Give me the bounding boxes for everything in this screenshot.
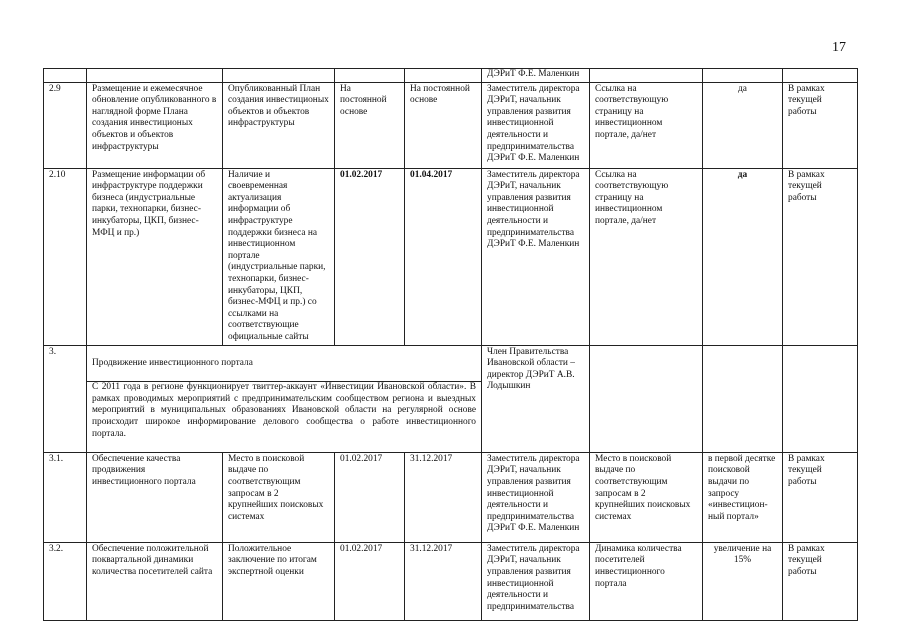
start-date-cell: 01.02.2017: [334, 451, 405, 543]
responsible-cell: ДЭРиТ Ф.Е. Маленкин: [481, 68, 590, 83]
table-row: 2.9 Размещение и ежемесячное обновление …: [43, 81, 858, 169]
result-cell: Наличие и своевременная актуализация инф…: [222, 167, 335, 346]
section-title: Продвижение инвестиционного портала: [92, 358, 253, 369]
page-number: 17: [832, 40, 846, 55]
row-number: 2.10: [43, 167, 87, 346]
section-description: С 2011 года в регионе функционирует твит…: [87, 381, 481, 440]
indicator-cell: Ссылка на соответствующую страницу на ин…: [589, 167, 703, 346]
row-number: 3.2.: [43, 541, 87, 621]
result-cell: Положительное заключение по итогам экспе…: [222, 541, 335, 621]
end-date-cell: 01.04.2017: [404, 167, 482, 346]
funding-cell: В рамках текущей работы: [782, 167, 858, 346]
indicator-cell: Ссылка на соответствующую страницу на ин…: [589, 81, 703, 169]
result-cell: Опубликованный План создания инвестицион…: [222, 81, 335, 169]
activity-cell: Обеспечение положительной поквартальной …: [86, 541, 223, 621]
target-cell: да: [702, 167, 783, 346]
target-cell: да: [702, 81, 783, 169]
indicator-cell: Место в поисковой выдаче по соответствую…: [589, 451, 703, 543]
table-row: ДЭРиТ Ф.Е. Маленкин: [43, 68, 858, 83]
target-cell: увеличение на 15%: [702, 541, 783, 621]
activity-cell: Размещение и ежемесячное обновление опуб…: [86, 81, 223, 169]
start-date-cell: 01.02.2017: [334, 167, 405, 346]
end-date-cell: На постоянной основе: [404, 81, 482, 169]
end-date-cell: 31.12.2017: [404, 541, 482, 621]
start-date-cell: На постоянной основе: [334, 81, 405, 169]
table-row: 2.10 Размещение информации об инфраструк…: [43, 167, 858, 346]
result-cell: Место в поисковой выдаче по соответствую…: [222, 451, 335, 543]
funding-cell: В рамках текущей работы: [782, 81, 858, 169]
responsible-cell: Член Правительства Ивановской области – …: [481, 344, 590, 453]
funding-cell: В рамках текущей работы: [782, 451, 858, 543]
funding-cell: В рамках текущей работы: [782, 541, 858, 621]
table-row: 3.2. Обеспечение положительной поквартал…: [43, 541, 858, 621]
row-number: 3.1.: [43, 451, 87, 543]
responsible-cell: Заместитель директора ДЭРиТ, начальник у…: [481, 81, 590, 169]
plan-table: ДЭРиТ Ф.Е. Маленкин 2.9 Размещение и еже…: [43, 68, 858, 621]
table-row: 3.1. Обеспечение качества продвижения ин…: [43, 451, 858, 543]
section-row: 3. Продвижение инвестиционного портала С…: [43, 344, 858, 453]
end-date-cell: 31.12.2017: [404, 451, 482, 543]
responsible-cell: Заместитель директора ДЭРиТ, начальник у…: [481, 451, 590, 543]
target-cell: в первой десятке поисковой выдачи по зап…: [702, 451, 783, 543]
indicator-cell: Динамика количества посетителей инвестиц…: [589, 541, 703, 621]
activity-cell: Обеспечение качества продвижения инвести…: [86, 451, 223, 543]
row-number: 2.9: [43, 81, 87, 169]
activity-cell: Размещение информации об инфраструктуре …: [86, 167, 223, 346]
row-number: 3.: [43, 344, 87, 453]
responsible-cell: Заместитель директора ДЭРиТ, начальник у…: [481, 167, 590, 346]
responsible-cell: Заместитель директора ДЭРиТ, начальник у…: [481, 541, 590, 621]
start-date-cell: 01.02.2017: [334, 541, 405, 621]
